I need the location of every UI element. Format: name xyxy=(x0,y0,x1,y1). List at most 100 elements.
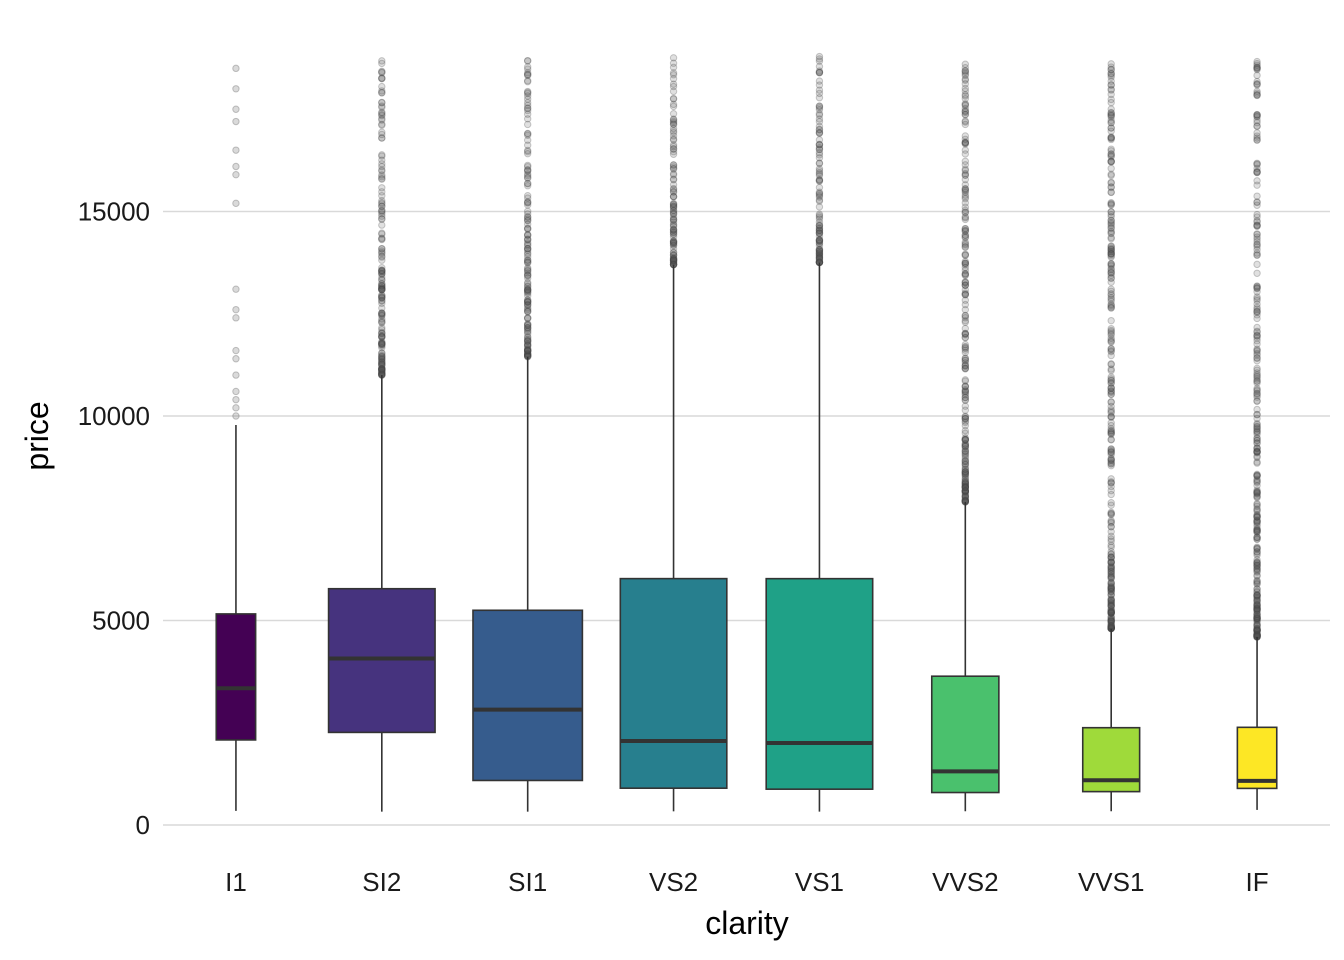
outlier-point-SI2-140 xyxy=(378,282,386,290)
outlier-point-VVS1-162 xyxy=(1107,295,1115,303)
outlier-point-SI2-23 xyxy=(378,67,386,76)
outlier-point-SI2-109 xyxy=(378,116,386,124)
outlier-point-SI2-3 xyxy=(378,338,386,346)
outlier-point-VVS2-227 xyxy=(961,479,970,487)
outlier-point-VVS1-163 xyxy=(1107,379,1115,387)
outlier-point-SI1-41 xyxy=(523,220,532,228)
outlier-point-IF-134 xyxy=(1253,447,1261,455)
outlier-point-VVS2-92 xyxy=(961,250,970,258)
outlier-point-SI2-166 xyxy=(378,98,386,107)
outlier-point-IF-74 xyxy=(1253,520,1261,528)
outlier-point-VS1-54 xyxy=(815,77,824,85)
outlier-point-IF-180 xyxy=(1253,428,1261,437)
outlier-point-IF-164 xyxy=(1253,511,1261,520)
outlier-point-VVS2-173 xyxy=(961,406,970,414)
outlier-point-VVS2-36 xyxy=(961,157,970,166)
outlier-point-VVS2-154 xyxy=(961,435,970,444)
outlier-point-VS1-50 xyxy=(815,221,824,230)
outlier-point-VVS2-220 xyxy=(961,94,970,103)
outlier-point-VVS2-133 xyxy=(961,171,970,179)
x-tick-label-SI2: SI2 xyxy=(362,867,401,897)
outlier-point-SI1-62 xyxy=(523,344,532,353)
outlier-point-VVS1-82 xyxy=(1107,269,1115,277)
outlier-point-I1-12 xyxy=(232,162,240,171)
outlier-point-VVS1-292 xyxy=(1107,250,1115,258)
outlier-point-IF-197 xyxy=(1253,559,1261,568)
outlier-point-VVS1-284 xyxy=(1107,541,1115,549)
outlier-point-VVS1-99 xyxy=(1107,617,1115,625)
outlier-point-VVS1-108 xyxy=(1107,597,1115,605)
outlier-point-SI1-113 xyxy=(523,245,532,253)
outlier-point-SI1-79 xyxy=(523,104,532,113)
outlier-point-IF-203 xyxy=(1253,621,1261,629)
outlier-point-SI2-132 xyxy=(378,221,386,229)
outlier-point-VVS2-83 xyxy=(961,382,970,391)
outlier-point-SI2-94 xyxy=(378,364,386,373)
outlier-point-VVS1-173 xyxy=(1107,77,1115,85)
outlier-point-VVS1-100 xyxy=(1107,456,1115,464)
outlier-point-IF-146 xyxy=(1253,608,1261,616)
outlier-point-VVS1-225 xyxy=(1107,387,1115,395)
x-axis-title: clarity xyxy=(705,905,789,941)
outlier-point-VVS1-290 xyxy=(1107,198,1115,207)
outlier-point-VVS1-27 xyxy=(1107,331,1115,339)
outlier-point-VS2-41 xyxy=(669,110,678,118)
outlier-point-VVS1-257 xyxy=(1107,227,1115,235)
outlier-point-SI2-147 xyxy=(378,309,386,317)
outlier-point-SI1-22 xyxy=(523,56,532,65)
outlier-point-VVS1-272 xyxy=(1107,409,1115,417)
outlier-point-SI1-63 xyxy=(523,282,532,290)
outlier-point-IF-65 xyxy=(1253,328,1261,336)
outlier-point-VVS2-110 xyxy=(961,475,970,483)
outlier-point-SI2-26 xyxy=(378,74,386,83)
box-rect-VVS2 xyxy=(930,675,1000,794)
outlier-point-SI2-17 xyxy=(378,354,386,363)
outlier-point-VS1-69 xyxy=(815,111,824,119)
outlier-point-VVS1-208 xyxy=(1107,619,1115,628)
outlier-point-VS1-1 xyxy=(815,237,824,246)
outlier-point-IF-244 xyxy=(1253,218,1261,226)
box-series xyxy=(215,52,1278,812)
outlier-point-IF-199 xyxy=(1253,422,1261,431)
outlier-point-VS1-89 xyxy=(815,232,824,241)
outlier-point-VS1-84 xyxy=(815,236,824,244)
outlier-point-IF-100 xyxy=(1253,159,1261,168)
outlier-point-IF-45 xyxy=(1253,626,1261,634)
outlier-point-VS1-31 xyxy=(815,68,824,77)
outlier-point-IF-284 xyxy=(1253,111,1261,119)
outlier-point-IF-111 xyxy=(1253,284,1261,292)
outlier-point-VVS2-205 xyxy=(961,465,970,473)
outlier-point-VS2-72 xyxy=(669,136,678,144)
outlier-point-SI2-59 xyxy=(378,212,386,220)
outlier-point-IF-149 xyxy=(1253,487,1261,496)
outlier-point-IF-178 xyxy=(1253,614,1261,623)
outlier-point-SI2-108 xyxy=(378,207,386,215)
outlier-point-VS2-68 xyxy=(669,213,678,221)
outlier-point-IF-86 xyxy=(1253,177,1261,185)
outlier-point-SI1-48 xyxy=(523,231,532,239)
outlier-point-VVS1-66 xyxy=(1107,260,1115,268)
outlier-point-VVS2-175 xyxy=(961,290,970,299)
outlier-point-VS2-60 xyxy=(669,120,678,129)
outlier-point-VVS1-127 xyxy=(1107,599,1115,607)
outlier-point-VS2-110 xyxy=(669,163,678,171)
outlier-point-IF-42 xyxy=(1253,595,1261,603)
outlier-point-VS1-110 xyxy=(815,183,824,192)
outlier-point-IF-239 xyxy=(1253,470,1261,479)
outlier-point-VVS2-77 xyxy=(961,169,970,178)
outlier-point-VS2-56 xyxy=(669,255,678,263)
outlier-point-VVS1-299 xyxy=(1107,583,1115,591)
outlier-point-SI2-83 xyxy=(378,309,386,318)
outlier-point-VS1-32 xyxy=(815,228,824,236)
outlier-point-VVS1-239 xyxy=(1107,246,1115,254)
outlier-point-VVS2-157 xyxy=(961,487,970,496)
outlier-point-IF-246 xyxy=(1253,606,1261,615)
outlier-point-VVS1-129 xyxy=(1107,428,1115,437)
outlier-point-SI2-112 xyxy=(378,352,386,361)
outlier-point-VVS2-148 xyxy=(961,470,970,478)
outlier-point-VS2-71 xyxy=(669,202,678,211)
outlier-point-I1-2 xyxy=(232,395,240,404)
outlier-point-VVS1-174 xyxy=(1107,547,1115,556)
outlier-point-VVS2-16 xyxy=(961,138,970,146)
outlier-point-SI1-87 xyxy=(523,340,532,349)
